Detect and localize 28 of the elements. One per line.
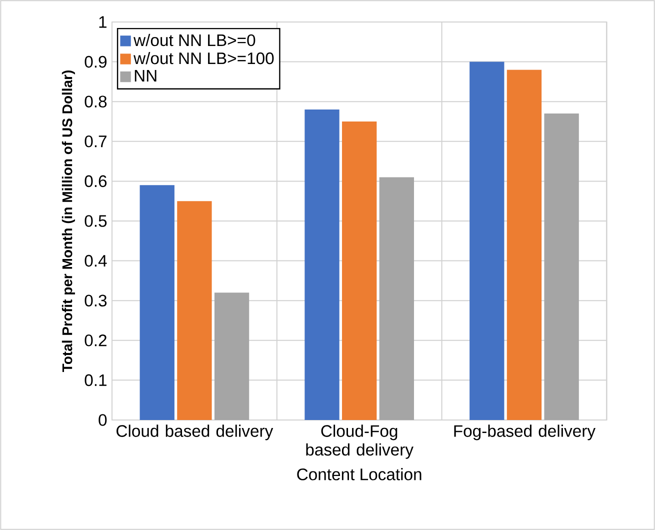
legend-label: w/out NN LB>=0 bbox=[134, 34, 256, 46]
y-tick-label: 0 bbox=[98, 414, 107, 426]
bar bbox=[342, 121, 377, 420]
y-tick-label: 0.8 bbox=[84, 96, 107, 108]
x-axis-title: Content Location bbox=[297, 468, 422, 480]
y-axis-title: Total Profit per Month (in Million of US Dollar) bbox=[62, 70, 75, 372]
x-tick-label: Cloud based delivery bbox=[116, 424, 274, 440]
y-tick-label: 0.9 bbox=[84, 56, 107, 68]
bar bbox=[140, 185, 174, 420]
y-tick-label: 1 bbox=[99, 16, 106, 28]
x-tick-label: Fog-based delivery bbox=[454, 424, 596, 440]
bar bbox=[506, 70, 542, 420]
bar bbox=[177, 201, 212, 420]
bar bbox=[379, 177, 414, 420]
y-tick-label: 0.1 bbox=[84, 374, 106, 386]
y-tick-label: 0.6 bbox=[84, 175, 107, 188]
bar bbox=[544, 114, 579, 420]
y-tick-label: 0.7 bbox=[84, 136, 106, 148]
legend-label: NN bbox=[134, 70, 156, 82]
x-tick-label: Cloud-Fog based delivery bbox=[306, 424, 414, 459]
bar bbox=[470, 62, 504, 420]
legend-label: w/out NN LB>=100 bbox=[134, 52, 274, 64]
y-tick-label: 0.4 bbox=[84, 254, 107, 267]
y-tick-label: 0.2 bbox=[84, 334, 106, 346]
y-tick-label: 0.5 bbox=[84, 215, 107, 227]
bar bbox=[304, 110, 340, 420]
y-tick-label: 0.3 bbox=[84, 294, 107, 306]
bar bbox=[214, 292, 250, 420]
